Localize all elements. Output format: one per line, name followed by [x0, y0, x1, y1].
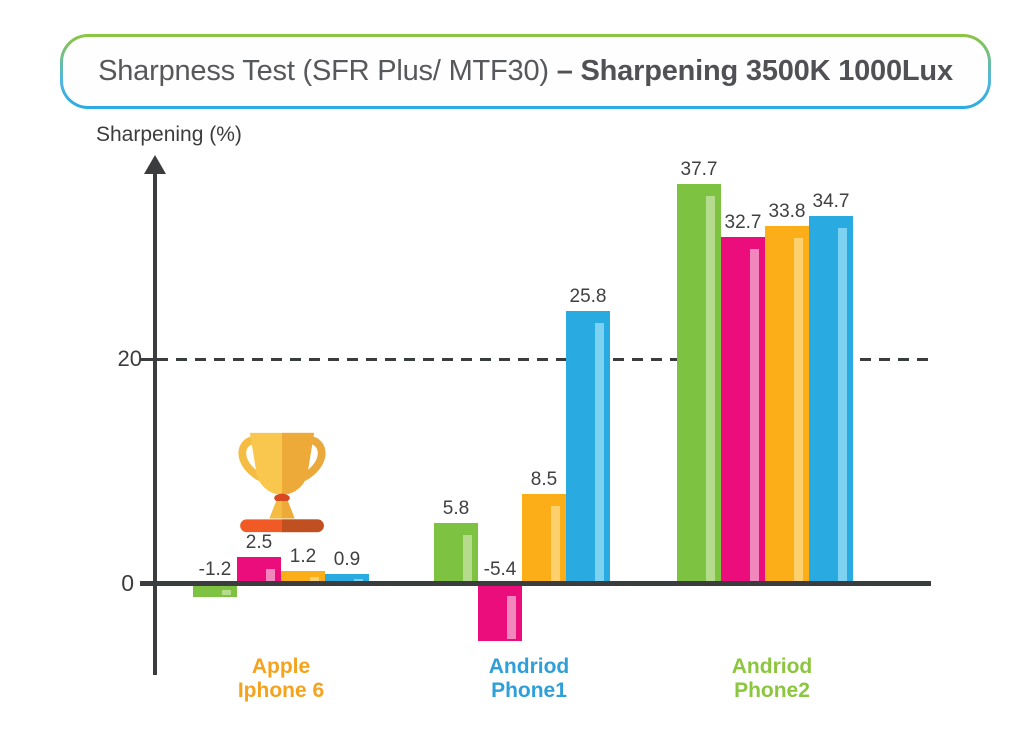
bar-value-label: 8.5: [530, 469, 558, 490]
group-label-line1: Andriod: [488, 655, 570, 678]
bar-value-label: 37.7: [680, 159, 718, 180]
bar-value-label: 33.8: [768, 201, 806, 222]
bar-series-pink-group1: [237, 557, 281, 584]
bar-series-green-group2: [434, 523, 478, 584]
bar-highlight-stripe: [310, 577, 319, 582]
bar-highlight-stripe: [706, 196, 715, 582]
title-box-inner: Sharpness Test (SFR Plus/ MTF30) – Sharp…: [63, 37, 988, 106]
group-label-phone1: Andriod Phone1: [439, 655, 619, 703]
bar-series-blue-group2: [566, 311, 610, 584]
trophy-knob: [274, 493, 290, 503]
bar-value-label: 0.9: [333, 549, 361, 570]
bar-series-blue-group1: [325, 574, 369, 584]
group-label-line2: Phone1: [491, 679, 567, 702]
y-axis-arrow-icon: [144, 155, 166, 174]
bar-series-blue-group3: [809, 216, 853, 584]
bar-value-label: 25.8: [569, 286, 607, 307]
y-tick-label-20: 20: [117, 346, 142, 371]
y-axis-line: [153, 171, 157, 675]
bar-series-pink-group2: [478, 584, 522, 641]
bar-highlight-stripe: [794, 238, 803, 582]
bar-highlight-stripe: [595, 323, 604, 582]
bar-value-label: 32.7: [724, 212, 762, 233]
y-tick-mark-20: [141, 358, 153, 361]
bar-highlight-stripe: [354, 579, 363, 582]
group-label-line1: Apple: [251, 655, 311, 678]
bar-series-green-group3: [677, 184, 721, 584]
y-axis-label: Sharpening (%): [96, 123, 242, 146]
group-label-iphone6: Apple Iphone 6: [191, 655, 371, 703]
bar-series-orange-group1: [281, 571, 325, 584]
bar-value-label: 2.5: [245, 532, 273, 553]
trophy-icon: [238, 432, 326, 533]
trophy-right-handle: [301, 435, 326, 482]
bar-series-green-group1: [193, 584, 237, 597]
trophy-left-handle: [238, 435, 263, 482]
bar-value-label: -1.2: [198, 559, 232, 580]
bar-series-pink-group3: [721, 237, 765, 584]
bar-value-label: 1.2: [289, 546, 317, 567]
trophy-stem-shade: [282, 500, 295, 519]
group-label-line2: Iphone 6: [237, 679, 325, 702]
chart-title-regular: Sharpness Test (SFR Plus/ MTF30): [98, 55, 557, 87]
y-tick-label-0: 0: [121, 570, 134, 596]
group-label-line2: Phone2: [734, 679, 810, 702]
bar-highlight-stripe: [750, 249, 759, 582]
bar-value-label: 5.8: [442, 498, 470, 519]
bar-highlight-stripe: [463, 535, 472, 582]
bar-highlight-stripe: [551, 506, 560, 582]
group-label-line1: Andriod: [731, 655, 813, 678]
bar-highlight-stripe: [266, 569, 275, 582]
chart-title-bold: – Sharpening 3500K 1000Lux: [556, 55, 953, 87]
x-axis-line: [140, 581, 931, 586]
title-box: Sharpness Test (SFR Plus/ MTF30) – Sharp…: [60, 34, 991, 109]
chart-title: Sharpness Test (SFR Plus/ MTF30) – Sharp…: [98, 55, 953, 88]
trophy-cup-shade: [282, 432, 315, 495]
gridline-20-dashed: [157, 358, 930, 361]
bar-highlight-stripe: [507, 596, 516, 639]
bar-value-label: 34.7: [812, 191, 850, 212]
group-label-phone2: Andriod Phone2: [682, 655, 862, 703]
bar-series-orange-group2: [522, 494, 566, 584]
bar-series-orange-group3: [765, 226, 809, 584]
bar-value-label: -5.4: [483, 559, 517, 580]
bar-highlight-stripe: [222, 590, 231, 595]
bar-highlight-stripe: [838, 228, 847, 582]
trophy-base-shade: [282, 519, 324, 533]
